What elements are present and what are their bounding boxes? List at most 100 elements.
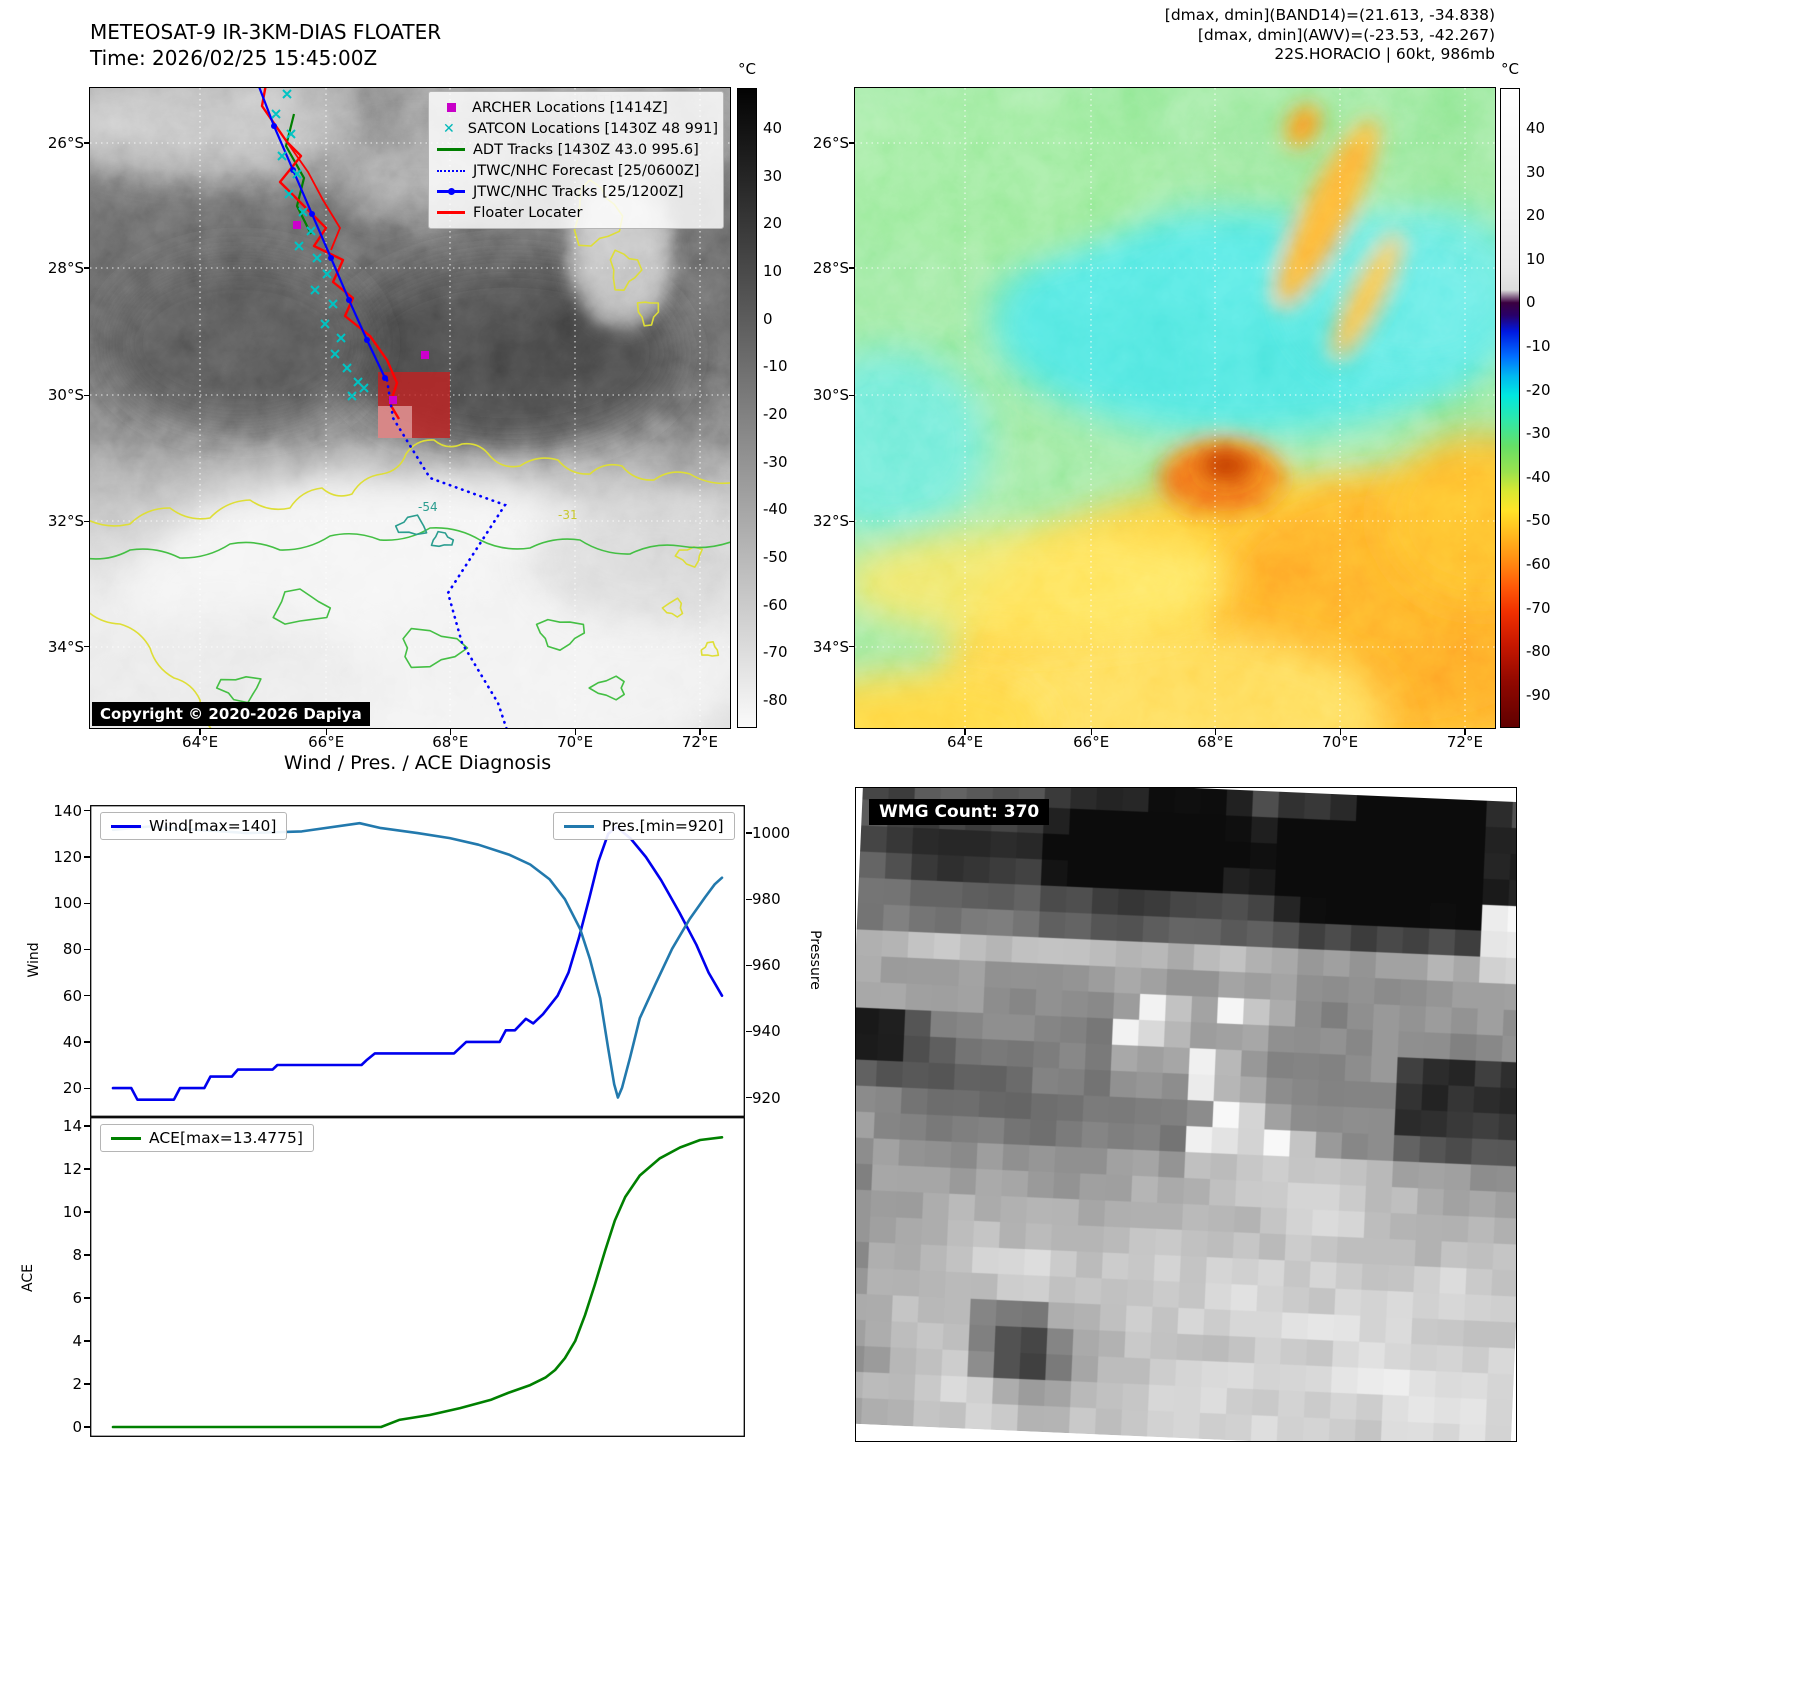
lon-tick-label: 66°E: [1073, 733, 1110, 751]
tick-mark: [83, 1254, 90, 1256]
wind-legend-label: Wind[max=140]: [149, 817, 277, 835]
colorbar-tick-label: -20: [763, 404, 788, 423]
colorbar-tick-label: -70: [1526, 598, 1551, 617]
ir-colorbar-unit: °C: [738, 60, 756, 78]
lon-tick-label: 68°E: [432, 733, 469, 751]
colorbar-tick-label: -20: [1526, 380, 1551, 399]
colorbar-tick-label: -80: [763, 690, 788, 709]
axis-tick-label: 100: [53, 894, 82, 913]
colorbar-tick-label: -60: [1526, 555, 1551, 574]
legend-marker-line-icon: [437, 211, 465, 214]
colorbar-tick-label: 40: [1526, 119, 1546, 138]
ir-colorbar-ticks: 40 30 20 10 0 -10 -20 -30 -40 -50 -60 -70 -80: [763, 88, 809, 728]
lon-tick-label: 64°E: [182, 733, 219, 751]
lon-tick-label: 72°E: [1446, 733, 1483, 751]
awv-gridlines: [855, 88, 1495, 728]
tick-mark: [83, 1041, 90, 1043]
tick-mark: [1464, 729, 1466, 735]
ace-legend-label: ACE[max=13.4775]: [149, 1129, 303, 1147]
colorbar-tick-label: 0: [763, 309, 773, 328]
colorbar-tick-label: -40: [1526, 467, 1551, 486]
tick-mark: [83, 1340, 90, 1342]
awv-colorbar-unit: °C: [1501, 60, 1519, 78]
lon-tick-label: 66°E: [308, 733, 345, 751]
axis-tick-label: 920: [752, 1088, 781, 1107]
annotation-band14: [dmax, dmin](BAND14)=(21.613, -34.838): [1164, 6, 1495, 24]
tick-mark: [449, 729, 452, 735]
tick-mark: [745, 1096, 752, 1099]
lat-tick-label: 30°S: [812, 386, 849, 405]
ir-map-legend: ARCHER Locations [1414Z] ✕ SATCON Location…: [428, 91, 724, 229]
lat-tick-label: 34°S: [47, 637, 84, 656]
ir-map-frame: UH4TJ2T 2026 -54 -31 ARCHER Locations [1…: [89, 87, 731, 729]
colorbar-tick-label: -80: [1526, 642, 1551, 661]
legend-item: JTWC/NHC Forecast [25/0600Z]: [437, 160, 715, 181]
pressure-legend: Pres.[min=920]: [553, 812, 735, 840]
axis-tick-label: 20: [62, 1079, 82, 1098]
tick-mark: [83, 902, 90, 904]
tick-mark: [574, 729, 576, 735]
tick-mark: [1339, 729, 1341, 735]
awv-colorbar: [1500, 88, 1520, 728]
pressure-line-sample-icon: [564, 824, 594, 828]
ir-temperature-contours: [90, 179, 730, 728]
lat-tick-label: 34°S: [812, 637, 849, 656]
tick-mark: [848, 267, 855, 269]
awv-colorbar-ticks: 40 30 20 10 0 -10 -20 -30 -40 -50 -60 -70 -80 -90: [1526, 88, 1572, 728]
tick-mark: [83, 1211, 90, 1213]
colorbar-tick-label: 0: [1526, 293, 1536, 312]
tick-mark: [745, 832, 752, 834]
lon-tick-label: 72°E: [681, 733, 718, 751]
awv-map-frame: [854, 87, 1496, 729]
awv-latitude-axis: 26°S 28°S 30°S 32°S 34°S: [799, 88, 849, 728]
axis-tick-label: 14: [62, 1117, 82, 1136]
colorbar-tick-label: 20: [1526, 206, 1546, 225]
lat-tick-label: 28°S: [47, 258, 84, 277]
legend-label: JTWC/NHC Tracks [25/1200Z]: [473, 183, 684, 200]
contour-label-outer: -31: [558, 508, 578, 522]
tick-mark: [1214, 729, 1217, 735]
axis-tick-label: 980: [752, 890, 781, 909]
colorbar-tick-label: -30: [1526, 424, 1551, 443]
tick-mark: [199, 729, 201, 735]
tick-mark: [83, 1087, 90, 1089]
axis-tick-label: 8: [72, 1246, 82, 1265]
axis-tick-label: 12: [62, 1160, 82, 1179]
lat-tick-label: 32°S: [812, 512, 849, 531]
tick-mark: [699, 729, 701, 735]
colorbar-tick-label: 30: [1526, 162, 1546, 181]
annotation-storm: 22S.HORACIO | 60kt, 986mb: [1274, 45, 1495, 63]
legend-item: ARCHER Locations [1414Z]: [437, 97, 715, 118]
colorbar-tick-label: -10: [763, 357, 788, 376]
legend-item: ADT Tracks [1430Z 43.0 995.6]: [437, 139, 715, 160]
axis-tick-label: 80: [62, 940, 82, 959]
tick-mark: [745, 898, 752, 900]
lat-tick-label: 28°S: [812, 258, 849, 277]
ir-colorbar: [737, 88, 757, 728]
colorbar-tick-label: -50: [763, 547, 788, 566]
legend-marker-line-dot-icon: [437, 188, 465, 195]
colorbar-tick-label: -60: [763, 595, 788, 614]
lon-tick-label: 70°E: [1322, 733, 1359, 751]
colorbar-tick-label: 20: [763, 214, 783, 233]
awv-color-image: [855, 88, 1495, 728]
diagnosis-title: Wind / Pres. / ACE Diagnosis: [283, 752, 552, 774]
colorbar-tick-label: 10: [1526, 249, 1546, 268]
axis-tick-label: 2: [72, 1375, 82, 1393]
ir-longitude-axis: 64°E 66°E 68°E 70°E 72°E: [90, 733, 730, 753]
series-wind: [111, 825, 724, 1102]
ir-panel-title: METEOSAT-9 IR-3KM-DIAS FLOATER: [90, 20, 442, 44]
ir-latitude-axis: 26°S 28°S 30°S 32°S 34°S: [34, 88, 84, 728]
axis-tick-label: 6: [72, 1289, 82, 1307]
tick-mark: [83, 1168, 90, 1170]
axis-tick-label: 40: [62, 1032, 82, 1051]
legend-item: ✕ SATCON Locations [1430Z 48 991]: [437, 118, 718, 139]
tick-mark: [325, 729, 327, 735]
axis-tick-label: 0: [72, 1418, 82, 1436]
lat-tick-label: 26°S: [812, 134, 849, 153]
tick-mark: [83, 1125, 90, 1127]
awv-annotations: [dmax, dmin](BAND14)=(21.613, -34.838) […: [895, 6, 1495, 65]
axis-tick-label: 140: [53, 801, 82, 820]
colorbar-tick-label: -10: [1526, 337, 1551, 356]
axis-tick-label: 60: [62, 986, 82, 1005]
